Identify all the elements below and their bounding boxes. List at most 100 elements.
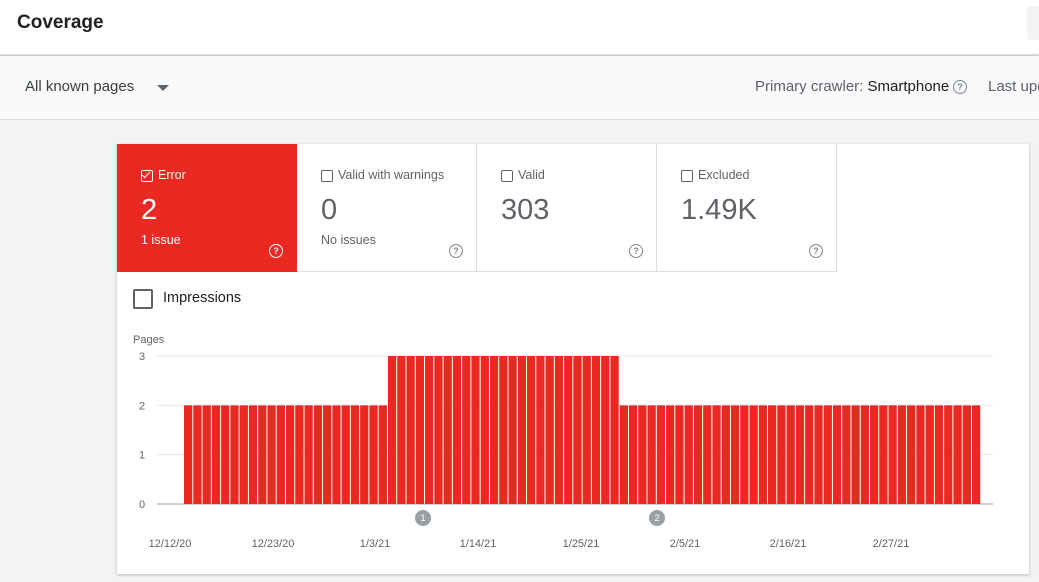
tile-value: 0 <box>321 194 338 226</box>
bar <box>360 405 369 504</box>
help-icon[interactable]: ? <box>269 244 283 258</box>
bar <box>656 405 666 504</box>
bar <box>869 405 879 504</box>
bar <box>369 405 378 504</box>
bar <box>934 405 944 504</box>
bar <box>740 405 749 504</box>
top-action-button[interactable] <box>1027 6 1039 40</box>
bar <box>184 405 193 504</box>
bar <box>897 405 907 504</box>
bar <box>276 405 285 504</box>
x-tick-label: 1/14/21 <box>460 538 497 550</box>
bar <box>554 356 564 504</box>
bar <box>805 405 814 504</box>
bar <box>406 356 415 504</box>
bar <box>526 356 536 504</box>
y-tick-label: 1 <box>139 450 145 462</box>
x-tick-label: 12/12/20 <box>149 538 192 550</box>
bar <box>230 405 239 504</box>
bar <box>591 356 601 504</box>
tile-label: Error <box>158 168 186 182</box>
help-icon[interactable]: ? <box>449 244 463 258</box>
impressions-checkbox[interactable] <box>133 289 153 309</box>
bar <box>471 356 480 504</box>
bar <box>730 405 740 504</box>
bar <box>712 405 721 504</box>
help-icon[interactable]: ? <box>809 244 823 258</box>
bar <box>842 405 851 504</box>
bar <box>434 356 443 504</box>
bar <box>916 405 925 504</box>
tile-value: 303 <box>501 194 550 226</box>
tile-subtext: 1 issue <box>141 233 181 247</box>
bar <box>285 405 295 504</box>
bar <box>573 356 582 504</box>
tile-excluded[interactable]: Excluded 1.49K ? <box>657 144 837 272</box>
help-icon[interactable]: ? <box>953 80 967 94</box>
tile-error[interactable]: Error 2 1 issue ? <box>117 144 297 272</box>
bar <box>619 405 628 504</box>
bar <box>888 405 897 504</box>
bar <box>675 405 684 504</box>
bar <box>758 405 768 504</box>
bar <box>944 405 953 504</box>
tile-label: Valid with warnings <box>338 168 445 182</box>
x-tick-label: 2/27/21 <box>873 538 910 550</box>
x-tick-label: 2/16/21 <box>770 538 807 550</box>
bar <box>425 356 434 504</box>
bar <box>962 405 971 504</box>
annotation-marker <box>649 510 665 526</box>
tile-subtext: No issues <box>321 233 376 247</box>
bar <box>823 405 832 504</box>
bar <box>814 405 823 504</box>
bar <box>860 405 870 504</box>
bar <box>953 405 962 504</box>
bar <box>601 356 610 504</box>
bar <box>703 405 712 504</box>
x-tick-label: 1/25/21 <box>563 538 600 550</box>
bar <box>925 405 934 504</box>
bar <box>295 405 304 504</box>
bar <box>638 405 647 504</box>
bar <box>397 356 406 504</box>
filter-bar: All known pages Primary crawler: Smartph… <box>0 56 1039 120</box>
bar <box>786 405 795 504</box>
bar <box>193 405 202 504</box>
bar <box>768 405 777 504</box>
checkbox-icon[interactable] <box>501 170 513 182</box>
help-icon[interactable]: ? <box>629 244 643 258</box>
bar <box>693 405 703 504</box>
annotation-label: 1 <box>420 513 425 523</box>
y-axis-label: Pages <box>133 334 165 346</box>
top-bar: Coverage <box>0 0 1039 55</box>
bar <box>582 356 591 504</box>
bar <box>350 405 360 504</box>
bar <box>489 356 499 504</box>
bar <box>721 405 730 504</box>
x-tick-label: 12/23/20 <box>252 538 295 550</box>
crawler-label: Primary crawler: <box>755 78 864 95</box>
checkbox-checked-icon[interactable] <box>141 169 153 182</box>
checkbox-icon[interactable] <box>681 170 693 182</box>
bar <box>304 405 313 504</box>
bar <box>415 356 425 504</box>
bar <box>258 405 267 504</box>
bar <box>971 405 981 504</box>
y-tick-label: 2 <box>139 400 145 412</box>
annotation-marker <box>415 510 431 526</box>
bar <box>462 356 471 504</box>
pages-filter-select[interactable]: All known pages <box>25 78 135 95</box>
bar <box>499 356 508 504</box>
y-tick-label: 3 <box>139 351 145 363</box>
dropdown-caret-icon[interactable] <box>157 85 169 91</box>
tile-valid[interactable]: Valid 303 ? <box>477 144 657 272</box>
checkbox-icon[interactable] <box>321 170 333 182</box>
bar <box>387 356 397 504</box>
bar <box>508 356 517 504</box>
annotation-label: 2 <box>654 513 659 523</box>
bar <box>795 405 805 504</box>
bar <box>749 405 758 504</box>
bar <box>443 356 452 504</box>
tile-valid-with-warnings[interactable]: Valid with warnings 0 No issues ? <box>297 144 477 272</box>
bar <box>545 356 554 504</box>
